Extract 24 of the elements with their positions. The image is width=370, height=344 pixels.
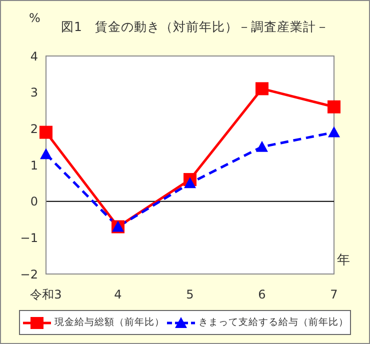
x-tick-label: 7 [330,288,338,302]
point [256,140,268,152]
y-tick-label: 2 [30,122,38,136]
point [40,148,52,160]
y-tick-label: 1 [30,158,38,172]
legend-label: きまって支給する給与（前年比） [198,316,348,329]
point [256,82,268,96]
point [328,100,340,114]
legend-label: 現金給与総額（前年比） [54,316,164,329]
y-tick-label: −2 [20,267,38,282]
y-tick-label: −1 [20,230,38,245]
y-tick-label: 4 [30,49,38,64]
x-tick-label: 令和3 [30,288,62,302]
chart-title: 図1 賃金の動き（対前年比）－調査産業計－ [61,19,329,36]
y-tick-label: 0 [30,194,38,209]
x-tick-label: 6 [258,288,266,302]
point [184,177,196,188]
y-axis-title: % [29,11,40,25]
y-tick-label: 3 [30,86,38,100]
x-axis-title: 年 [337,252,350,269]
point [40,126,52,139]
point [328,126,340,138]
x-tick-label: 5 [186,288,194,302]
x-tick-label: 4 [114,288,122,302]
